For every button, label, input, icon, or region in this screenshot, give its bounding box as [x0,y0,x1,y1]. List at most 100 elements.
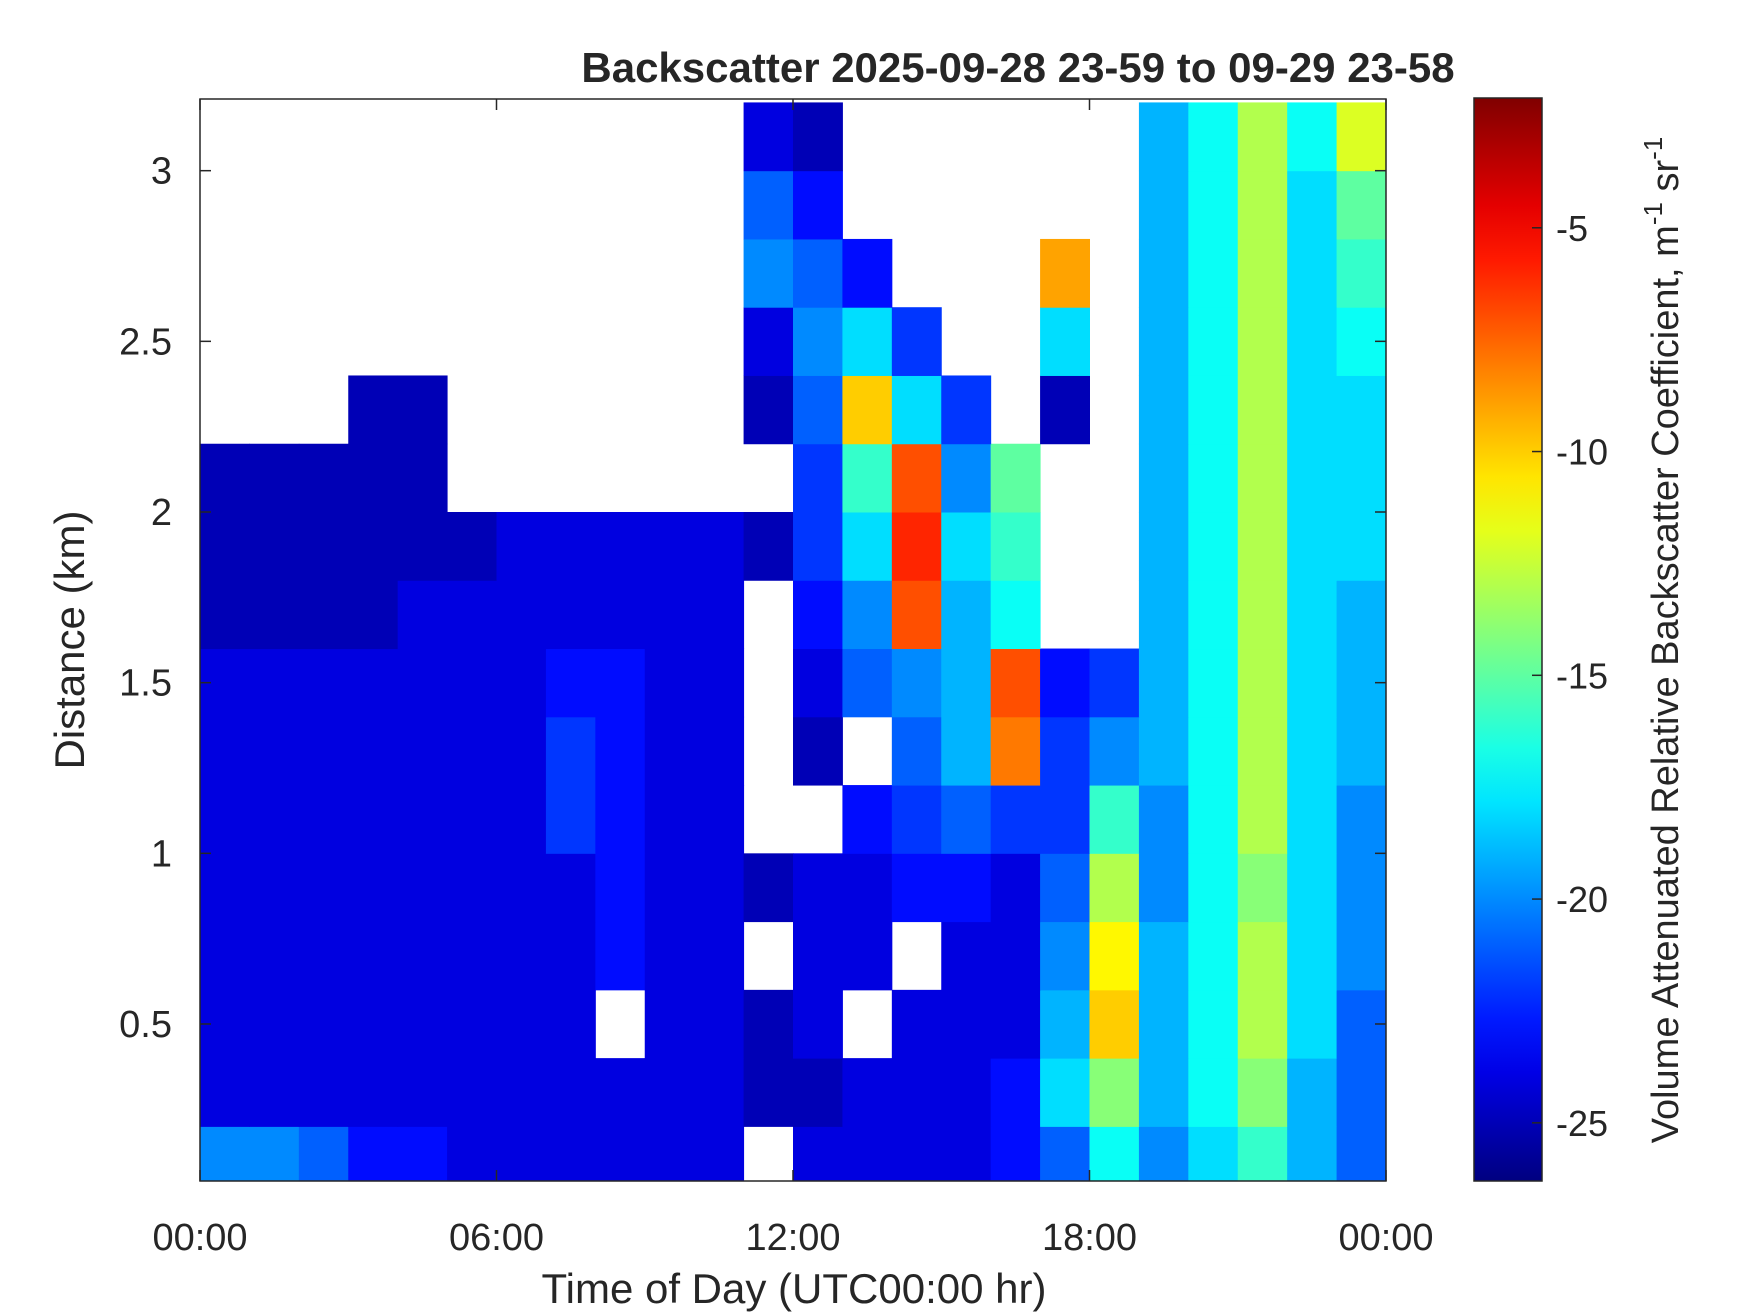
heatmap-cell [941,1126,992,1181]
heatmap-cell [249,853,300,923]
heatmap-cell [891,716,942,786]
heatmap-cell [249,443,300,513]
heatmap-cell [1336,853,1386,923]
heatmap-cell [1237,307,1288,376]
heatmap-cell [793,1058,843,1127]
heatmap-cell [1040,375,1090,445]
heatmap-cell [694,853,745,923]
heatmap-cell [1188,512,1239,581]
heatmap-cell [891,989,942,1059]
heatmap-cell [496,853,547,923]
x-tick-label: 18:00 [1042,1217,1137,1259]
heatmap-cell [298,1126,349,1181]
heatmap-cell [200,1126,250,1181]
heatmap-cell [298,443,349,513]
heatmap-cell [545,648,596,718]
heatmap-cell [447,716,497,786]
heatmap-cell [743,102,794,172]
heatmap-cell [1188,102,1239,172]
heatmap-cell [990,921,1041,991]
heatmap-cell [249,648,300,718]
heatmap-cell [1089,1126,1140,1181]
heatmap-cell [1237,1126,1288,1181]
heatmap-cell [941,648,992,718]
x-tick-label: 00:00 [1338,1217,1433,1259]
heatmap-cell [842,853,893,923]
heatmap-cell [891,1126,942,1181]
heatmap-cell [1138,307,1189,376]
heatmap-cell [891,853,942,923]
heatmap-cell [1188,1126,1239,1181]
heatmap-cell [1188,648,1239,718]
heatmap-cell [545,512,596,581]
heatmap-cell [694,989,745,1059]
heatmap-cell [545,1058,596,1127]
heatmap-cell [1040,785,1090,854]
heatmap-cell [447,921,497,991]
heatmap-cell [842,921,893,991]
heatmap-cell [990,716,1041,786]
heatmap-cell [249,716,300,786]
heatmap-cell [842,375,893,445]
heatmap-cell [348,580,399,650]
heatmap-cell [1138,1126,1189,1181]
y-tick-label: 2.5 [119,321,172,363]
heatmap-cell [1138,238,1189,308]
heatmap-cell [496,716,547,786]
heatmap-cell [644,1058,695,1127]
heatmap-cell [200,785,250,854]
heatmap-cell [990,1058,1041,1127]
heatmap-cell [1138,853,1189,923]
colorbar-label-text: Volume Attenuated Relative Backscatter C… [1645,225,1687,1143]
heatmap-cell [793,443,843,513]
heatmap-cell [1138,1058,1189,1127]
heatmap-cell [249,512,300,581]
heatmap-cell [990,989,1041,1059]
heatmap-cell [1188,443,1239,513]
heatmap-cell [595,853,646,923]
y-tick-label: 3 [151,151,172,193]
heatmap-cell [842,1058,893,1127]
heatmap-cell [298,716,349,786]
heatmap-cell [694,785,745,854]
heatmap-cell [1237,1058,1288,1127]
heatmap-cell [397,375,448,445]
heatmap-cell [1040,307,1090,376]
heatmap-cell [694,921,745,991]
heatmap-cell [644,921,695,991]
heatmap-cell [743,989,794,1059]
y-axis-label: Distance (km) [46,510,93,769]
heatmap-cell [298,512,349,581]
heatmap-cell [298,785,349,854]
heatmap-cell [397,716,448,786]
heatmap-cell [447,512,497,581]
heatmap-cell [1188,989,1239,1059]
heatmap-cell [545,580,596,650]
heatmap-cell [743,512,794,581]
heatmap-cell [348,1126,399,1181]
heatmap-cell [397,853,448,923]
heatmap-cell [595,1126,646,1181]
heatmap-cell [1138,989,1189,1059]
heatmap-cell [1040,238,1090,308]
heatmap-cell [743,375,794,445]
heatmap-cell [1237,853,1288,923]
heatmap-cell [743,170,794,240]
heatmap-cell [1089,716,1140,786]
heatmap-cell [200,580,250,650]
colorbar-label: Volume Attenuated Relative Backscatter C… [1638,137,1687,1144]
heatmap-cell [743,853,794,923]
heatmap-cell [298,989,349,1059]
heatmap-cell [842,1126,893,1181]
heatmap-cell [447,1126,497,1181]
heatmap-cell [694,1058,745,1127]
heatmap-cell [545,716,596,786]
heatmap-cell [447,853,497,923]
heatmap-cell [298,648,349,718]
heatmap-cell [595,512,646,581]
heatmap-cell [298,1058,349,1127]
heatmap-cell [200,512,250,581]
heatmap-cell [397,512,448,581]
heatmap-cell [694,1126,745,1181]
